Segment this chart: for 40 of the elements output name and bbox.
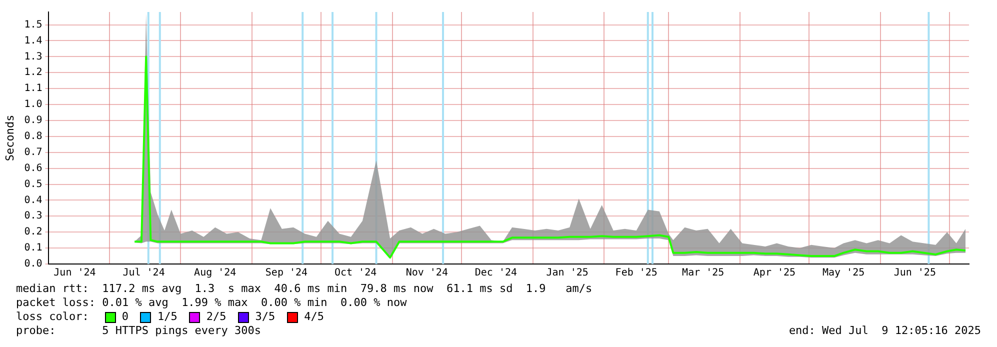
- legend-title: loss color:: [16, 310, 89, 324]
- x-tick-label: Jun '25: [894, 268, 936, 279]
- y-tick-label: 0.6: [24, 162, 42, 174]
- x-tick-label: Mar '25: [682, 268, 724, 279]
- x-tick-label: Feb '25: [615, 268, 658, 279]
- y-tick-label: 0.0: [24, 258, 42, 270]
- legend-label: 0: [122, 310, 128, 324]
- x-tick-label: Jul '24: [122, 268, 165, 279]
- x-tick-label: Jan '25: [546, 268, 588, 279]
- y-tick-label: 1.5: [24, 19, 42, 30]
- text: median rtt: 117.2 ms avg 1.3 s max 40.6 ms min 79.8 ms now 61.1 ms sd 1.9 am/s: [16, 282, 594, 296]
- x-tick-label: Aug '24: [194, 268, 236, 279]
- y-tick-label: 0.5: [24, 178, 42, 190]
- x-tick-label: Sep '24: [265, 268, 308, 279]
- text: probe: 5 HTTPS pings every 300s: [16, 324, 262, 338]
- y-tick-label: 0.2: [24, 226, 42, 238]
- text: end: Wed Jul 9 12:05:16 2025: [788, 324, 981, 338]
- x-tick-label: Nov '24: [406, 268, 448, 279]
- y-tick-label: 0.4: [24, 194, 42, 206]
- y-tick-label: 0.8: [24, 131, 42, 142]
- y-tick-label: 0.3: [24, 210, 42, 222]
- y-axis-title: Seconds: [3, 114, 16, 162]
- x-tick-label: Oct '24: [334, 268, 377, 279]
- y-tick-label: 1.0: [24, 99, 42, 110]
- y-tick-label: 0.9: [24, 115, 42, 126]
- legend-label: 2/5: [206, 310, 226, 324]
- x-tick-label: Jun '24: [54, 268, 96, 279]
- y-tick-label: 0.1: [24, 242, 42, 254]
- y-tick-label: 0.7: [24, 146, 42, 158]
- text: packet loss: 0.01 % avg 1.99 % max 0.00 % min 0.00 % now: [16, 296, 408, 310]
- x-tick-label: May '25: [822, 268, 865, 279]
- legend-label: 3/5: [255, 310, 276, 324]
- y-tick-label: 1.4: [24, 35, 42, 46]
- y-tick-label: 1.1: [24, 83, 42, 94]
- y-tick-label: 1.2: [24, 67, 42, 78]
- y-tick-label: 1.3: [24, 51, 42, 62]
- x-tick-label: Dec '24: [474, 268, 518, 279]
- legend-label: 1/5: [157, 310, 178, 324]
- legend-label: 4/5: [304, 310, 324, 324]
- x-tick-label: Apr '25: [753, 268, 796, 279]
